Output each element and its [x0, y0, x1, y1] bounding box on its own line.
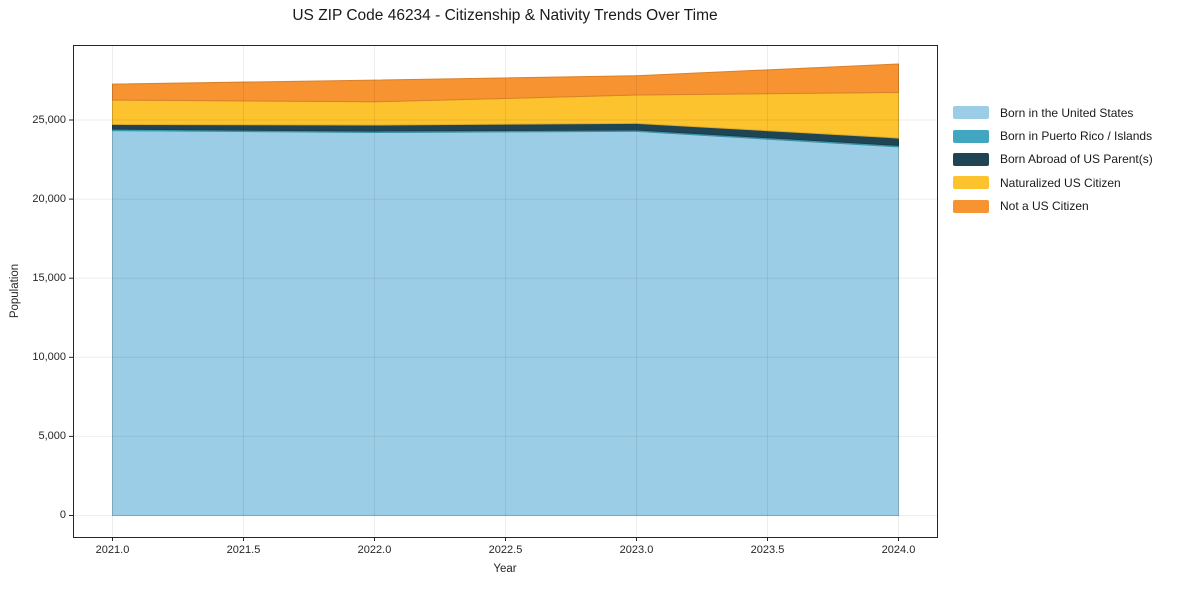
x-tick-label: 2024.0 — [881, 544, 916, 556]
legend-item: Not a US Citizen — [953, 195, 1153, 218]
y-tick-label: 20,000 — [32, 192, 66, 205]
y-tick-label: 5,000 — [38, 429, 66, 442]
legend-item: Born in the United States — [953, 101, 1153, 124]
x-tick-label: 2023.0 — [619, 544, 654, 556]
legend-label: Born in the United States — [1000, 105, 1134, 120]
y-tick-label: 15,000 — [32, 271, 66, 284]
y-tick-label: 0 — [59, 509, 66, 521]
area-band-4 — [112, 63, 899, 103]
chart-title: US ZIP Code 46234 - Citizenship & Nativi… — [292, 7, 718, 24]
legend-label: Not a US Citizen — [1000, 199, 1089, 214]
legend-item: Born in Puerto Rico / Islands — [953, 124, 1153, 147]
x-axis-label: Year — [493, 563, 517, 575]
legend-swatch — [953, 199, 989, 213]
x-tick-label: 2021.0 — [95, 544, 130, 556]
legend-swatch — [953, 176, 989, 190]
y-tick-label: 10,000 — [32, 350, 66, 363]
legend-label: Born in Puerto Rico / Islands — [1000, 129, 1153, 144]
legend-label: Naturalized US Citizen — [1000, 175, 1121, 190]
x-tick-label: 2022.0 — [357, 544, 392, 556]
legend-label: Born Abroad of US Parent(s) — [1000, 152, 1153, 167]
legend-swatch — [953, 129, 989, 143]
x-tick-label: 2023.5 — [750, 544, 785, 556]
x-tick-label: 2021.5 — [226, 544, 261, 556]
legend-item: Naturalized US Citizen — [953, 171, 1153, 194]
legend-swatch — [953, 106, 989, 120]
y-tick-label: 25,000 — [32, 113, 66, 126]
legend: Born in the United States Born in Puerto … — [953, 101, 1153, 218]
x-tick-label: 2022.5 — [488, 544, 523, 556]
legend-swatch — [953, 152, 989, 166]
legend-item: Born Abroad of US Parent(s) — [953, 148, 1153, 171]
